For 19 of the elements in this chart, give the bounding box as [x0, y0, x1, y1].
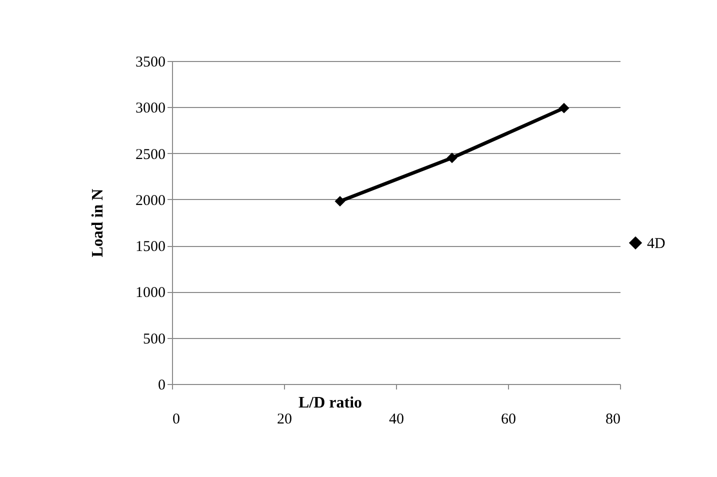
y-tick-label: 0 [158, 378, 166, 394]
x-axis-title: L/D ratio [298, 394, 362, 412]
y-tick-label: 3000 [136, 100, 166, 117]
y-tick-label: 2500 [136, 146, 166, 163]
x-tick-label: 60 [501, 412, 516, 428]
y-tick-label: 500 [143, 331, 166, 348]
y-axis-title: Load in N [90, 188, 106, 258]
y-tick-label: 1500 [136, 239, 166, 256]
x-tick-label: 20 [277, 412, 292, 428]
x-tick-label: 80 [606, 412, 620, 428]
y-tick-label: 2000 [136, 192, 166, 209]
point [446, 152, 458, 164]
point [558, 102, 570, 114]
x-tick-label: 40 [389, 412, 404, 428]
legend-label: 4D [647, 236, 666, 252]
point [334, 196, 346, 207]
y-tick-label: 3500 [136, 54, 166, 70]
x-tick-label: 0 [172, 412, 180, 428]
y-tick-label: 1000 [136, 285, 166, 302]
